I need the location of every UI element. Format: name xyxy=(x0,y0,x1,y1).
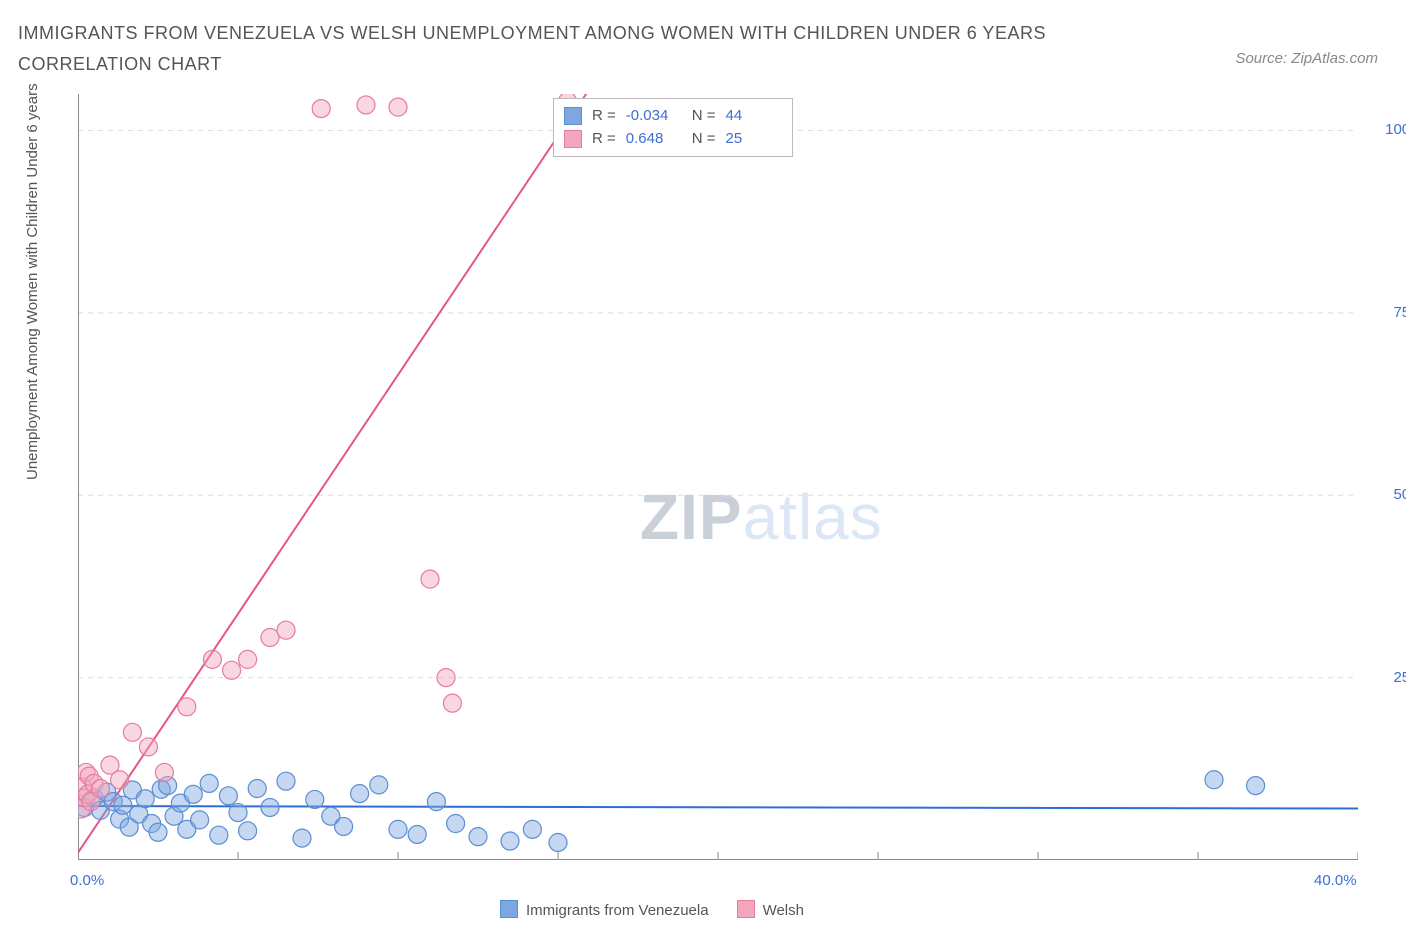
r-label: R = xyxy=(592,104,616,127)
y-tick-label: 100.0% xyxy=(1366,121,1406,138)
stats-row: R = -0.034 N = 44 xyxy=(564,104,782,127)
x-tick-label: 0.0% xyxy=(70,872,104,889)
r-value: -0.034 xyxy=(626,104,682,127)
legend-item: Immigrants from Venezuela xyxy=(500,900,709,919)
source-label: Source: ZipAtlas.com xyxy=(1235,50,1378,67)
r-label: R = xyxy=(592,127,616,150)
legend-swatch-icon xyxy=(500,900,518,918)
chart-title: IMMIGRANTS FROM VENEZUELA VS WELSH UNEMP… xyxy=(18,18,1118,79)
n-label: N = xyxy=(692,104,716,127)
legend-label: Welsh xyxy=(763,902,804,919)
n-value: 44 xyxy=(726,104,782,127)
series-swatch-icon xyxy=(564,107,582,125)
r-value: 0.648 xyxy=(626,127,682,150)
legend-label: Immigrants from Venezuela xyxy=(526,902,709,919)
stats-row: R = 0.648 N = 25 xyxy=(564,127,782,150)
series-swatch-icon xyxy=(564,130,582,148)
y-tick-label: 75.0% xyxy=(1366,304,1406,321)
n-label: N = xyxy=(692,127,716,150)
y-tick-label: 25.0% xyxy=(1366,669,1406,686)
y-axis-label: Unemployment Among Women with Children U… xyxy=(24,83,41,480)
x-tick-label: 40.0% xyxy=(1314,872,1357,889)
correlation-stats-box: R = -0.034 N = 44 R = 0.648 N = 25 xyxy=(553,98,793,157)
legend-swatch-icon xyxy=(737,900,755,918)
n-value: 25 xyxy=(726,127,782,150)
scatter-plot: 25.0%50.0%75.0%100.0%0.0%40.0% xyxy=(78,94,1358,860)
bottom-legend: Immigrants from Venezuela Welsh xyxy=(500,900,804,919)
legend-item: Welsh xyxy=(737,900,804,919)
y-tick-label: 50.0% xyxy=(1366,486,1406,503)
